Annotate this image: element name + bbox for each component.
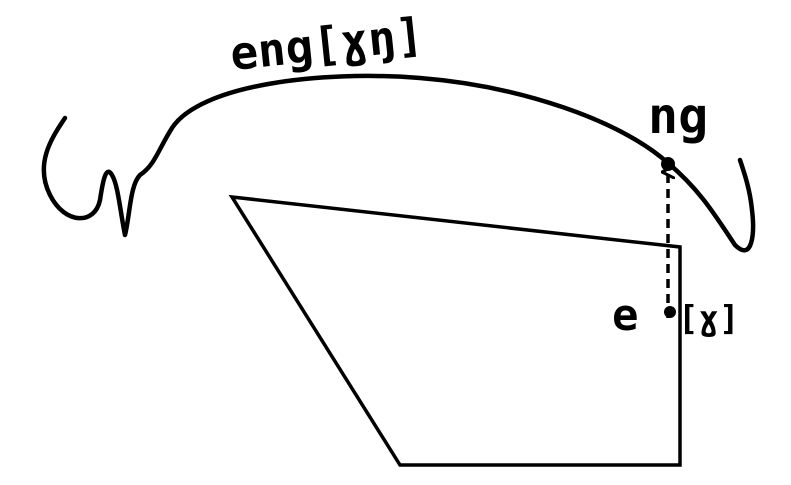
lift-label-gamma: [ɣ] [678, 299, 739, 339]
curve-label: eng[ɣŋ] [228, 7, 426, 81]
lift-label-e: e [612, 290, 639, 341]
endpoint-label: ng [648, 87, 708, 145]
base-point-dot [664, 306, 676, 318]
lift-endpoint-dot [661, 157, 675, 171]
base-quadrilateral [228, 194, 682, 467]
lifted-curve [41, 73, 756, 253]
